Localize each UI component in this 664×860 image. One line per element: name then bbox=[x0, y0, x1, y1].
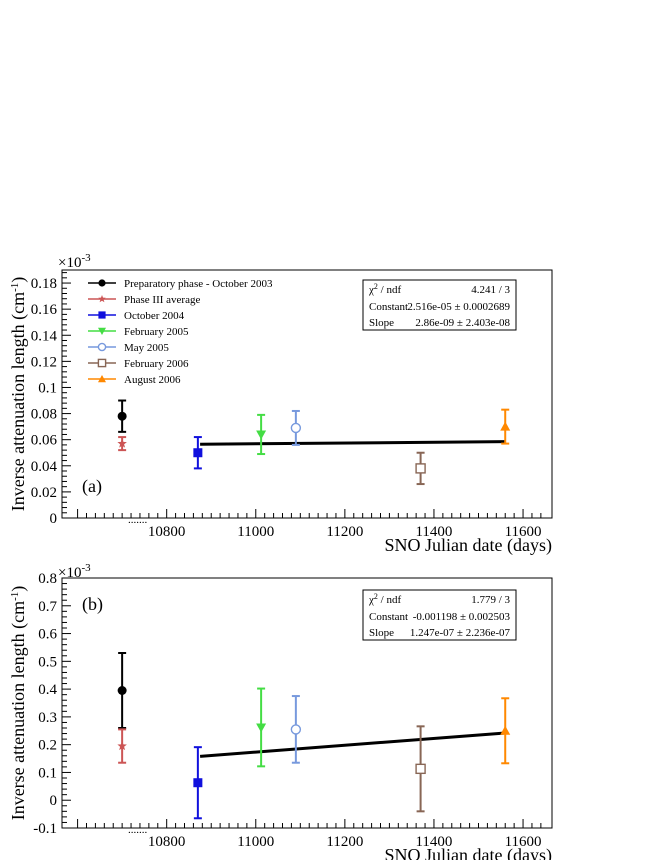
panel-label: (a) bbox=[82, 476, 102, 497]
x-axis-label: SNO Julian date (days) bbox=[385, 845, 552, 860]
legend-marker bbox=[98, 327, 106, 335]
data-point bbox=[290, 724, 302, 735]
data-point bbox=[256, 430, 267, 440]
stats-slope-value: 2.86e-09 ± 2.403e-08 bbox=[415, 317, 510, 329]
data-point bbox=[415, 763, 426, 775]
legend-label: February 2005 bbox=[124, 326, 189, 338]
y-tick-label: 0 bbox=[50, 511, 58, 527]
legend-marker bbox=[98, 375, 106, 383]
data-point bbox=[117, 411, 127, 421]
stats-box bbox=[362, 279, 517, 331]
stats-constant-label: Constant bbox=[369, 301, 408, 313]
panel-label: (b) bbox=[82, 594, 103, 615]
stats-chi-label: χ2 / ndf bbox=[368, 592, 401, 606]
y-tick-label: 0.16 bbox=[31, 302, 58, 318]
stats-chi-label: χ2 / ndf bbox=[368, 282, 401, 296]
stats-slope-label: Slope bbox=[369, 627, 394, 639]
legend-marker bbox=[98, 295, 106, 303]
data-point bbox=[117, 438, 127, 448]
stats-constant-value: -0.001198 ± 0.002503 bbox=[413, 611, 511, 623]
panel-a: 0 0.02 0.04 0.06 0.08 0.1 0.12 0.14 0.16 0.18 1080… bbox=[8, 252, 553, 556]
stats-slope-value: 1.247e-07 ± 2.236e-07 bbox=[410, 627, 511, 639]
plot-frame bbox=[61, 269, 553, 519]
stats-box bbox=[362, 589, 517, 641]
x-tick-label: 10800 bbox=[148, 834, 186, 850]
legend-label: May 2005 bbox=[124, 342, 169, 354]
y-tick-label: 0.6 bbox=[38, 627, 57, 643]
y-tick-label: 0.04 bbox=[31, 459, 58, 475]
legend-label: August 2006 bbox=[124, 374, 181, 386]
panel-b: -0.1 0 0.1 0.2 0.3 0.4 0.5 0.6 0.7 0.8 10800 11000 1… bbox=[8, 562, 553, 860]
x-tick-label: 11400 bbox=[415, 834, 452, 850]
x-tick-label: 11000 bbox=[237, 524, 274, 540]
y-tick-label: 0.4 bbox=[38, 682, 57, 698]
y-tick-label: 0.06 bbox=[31, 433, 58, 449]
x-tick-label: 11200 bbox=[326, 834, 363, 850]
y-tick-label: 0.2 bbox=[38, 738, 57, 754]
data-point bbox=[193, 778, 203, 788]
fit-line bbox=[200, 440, 506, 446]
stats-chi-value: 1.779 / 3 bbox=[471, 594, 510, 606]
stray-mark: ....... bbox=[128, 514, 148, 526]
y-axis-label: Inverse attenuation length (cm-1) bbox=[8, 277, 29, 512]
x-tick-label: 11200 bbox=[326, 524, 363, 540]
y-tick-label: 0.1 bbox=[38, 765, 57, 781]
legend-label: October 2004 bbox=[124, 310, 185, 322]
data-point bbox=[290, 422, 302, 434]
data-point bbox=[193, 448, 203, 458]
x-tick-label: 11400 bbox=[415, 524, 452, 540]
y-tick-label: 0.02 bbox=[31, 485, 57, 501]
stats-slope-label: Slope bbox=[369, 317, 394, 329]
y-tick-label: 0.12 bbox=[31, 354, 57, 370]
y-tick-label: 0.7 bbox=[38, 599, 57, 615]
y-tick-label: 0.1 bbox=[38, 380, 57, 396]
x-tick-label: 11000 bbox=[237, 834, 274, 850]
stats-constant-value: 2.516e-05 ± 0.0002689 bbox=[407, 301, 510, 313]
data-point bbox=[117, 686, 127, 695]
x-tick-label: 11600 bbox=[505, 834, 542, 850]
data-point bbox=[117, 741, 127, 751]
y-tick-label: 0.3 bbox=[38, 710, 57, 726]
y-axis-label: Inverse attenuation length (cm-1) bbox=[8, 586, 29, 821]
y-tick-label: 0.14 bbox=[31, 328, 58, 344]
axis-exponent: ×10-3 bbox=[58, 562, 91, 581]
x-axis-label: SNO Julian date (days) bbox=[385, 535, 552, 556]
y-tick-label: 0.8 bbox=[38, 571, 57, 587]
legend-label: Preparatory phase - October 2003 bbox=[124, 278, 273, 290]
y-tick-label: 0.18 bbox=[31, 276, 57, 292]
legend-marker bbox=[97, 358, 107, 368]
data-point bbox=[256, 723, 267, 733]
stray-mark: ....... bbox=[128, 824, 148, 836]
data-point bbox=[500, 725, 511, 735]
y-tick-label: 0.08 bbox=[31, 407, 57, 423]
y-tick-label: -0.1 bbox=[33, 821, 57, 837]
legend-label: Phase III average bbox=[124, 294, 200, 306]
plot-frame bbox=[61, 577, 553, 829]
stats-constant-label: Constant bbox=[369, 611, 408, 623]
stats-chi-value: 4.241 / 3 bbox=[471, 284, 510, 296]
fit-line bbox=[199, 731, 506, 758]
legend-marker bbox=[98, 311, 106, 319]
legend-label: February 2006 bbox=[124, 358, 189, 370]
x-tick-label: 11600 bbox=[505, 524, 542, 540]
axis-exponent: ×10-3 bbox=[58, 252, 91, 271]
data-point bbox=[415, 463, 426, 474]
data-point bbox=[500, 421, 511, 431]
legend-marker bbox=[98, 279, 106, 287]
x-tick-label: 10800 bbox=[148, 524, 186, 540]
y-tick-label: 0.5 bbox=[38, 654, 57, 670]
y-tick-label: 0 bbox=[50, 793, 58, 809]
legend-marker bbox=[97, 342, 107, 352]
